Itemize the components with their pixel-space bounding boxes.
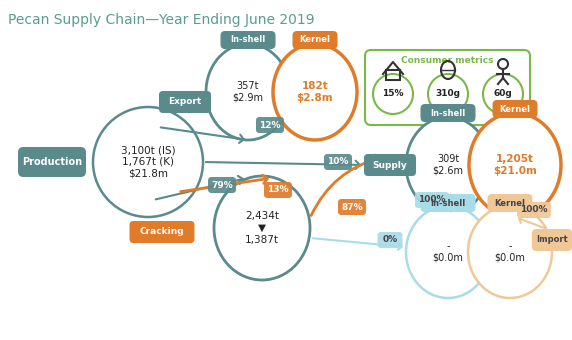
Text: 3,100t (IS)
1,767t (K)
$21.8m: 3,100t (IS) 1,767t (K) $21.8m [121,146,175,179]
FancyBboxPatch shape [420,194,475,212]
Text: 79%: 79% [211,181,233,189]
Text: 1,205t
$21.0m: 1,205t $21.0m [493,154,537,176]
FancyBboxPatch shape [338,199,366,215]
Text: Production: Production [22,157,82,167]
Text: 182t
$2.8m: 182t $2.8m [297,81,333,103]
FancyBboxPatch shape [129,221,194,243]
FancyBboxPatch shape [415,192,449,208]
Circle shape [373,74,413,114]
Ellipse shape [93,107,203,217]
Ellipse shape [469,113,561,217]
FancyBboxPatch shape [487,194,533,212]
Text: Cracking: Cracking [140,227,184,237]
Circle shape [428,74,468,114]
Text: 100%: 100% [418,195,446,204]
Text: Supply: Supply [372,160,407,170]
Text: -
$0.0m: - $0.0m [495,241,526,263]
FancyBboxPatch shape [292,31,337,49]
FancyBboxPatch shape [208,177,236,193]
Text: 13%: 13% [267,186,289,194]
Text: 60g: 60g [494,89,513,99]
FancyBboxPatch shape [324,154,352,170]
Text: In-shell: In-shell [231,35,265,45]
FancyBboxPatch shape [159,91,211,113]
Ellipse shape [214,176,310,280]
Text: Export: Export [168,98,201,106]
Text: 87%: 87% [341,203,363,211]
Text: In-shell: In-shell [430,199,466,207]
Text: 310g: 310g [435,89,460,99]
Ellipse shape [273,44,357,140]
Text: Pecan Supply Chain—Year Ending June 2019: Pecan Supply Chain—Year Ending June 2019 [8,13,315,27]
Text: 357t
$2.9m: 357t $2.9m [232,81,264,103]
FancyBboxPatch shape [220,31,276,49]
Ellipse shape [406,206,490,298]
FancyBboxPatch shape [378,232,403,248]
Ellipse shape [406,117,490,213]
Circle shape [483,74,523,114]
Text: 15%: 15% [382,89,404,99]
Text: 2,434t
▼
1,387t: 2,434t ▼ 1,387t [245,211,279,244]
FancyBboxPatch shape [365,50,530,125]
Text: Kernel: Kernel [300,35,331,45]
FancyBboxPatch shape [256,117,284,133]
FancyBboxPatch shape [264,182,292,198]
Text: In-shell: In-shell [430,108,466,118]
Ellipse shape [468,206,552,298]
Text: Kernel: Kernel [495,199,526,207]
Text: 0%: 0% [383,236,398,244]
Ellipse shape [206,44,290,140]
FancyBboxPatch shape [18,147,86,177]
Text: Kernel: Kernel [499,104,530,114]
Text: 309t
$2.6m: 309t $2.6m [432,154,463,176]
Text: 10%: 10% [327,157,349,167]
FancyBboxPatch shape [420,104,475,122]
FancyBboxPatch shape [492,100,538,118]
FancyBboxPatch shape [517,202,551,218]
FancyBboxPatch shape [364,154,416,176]
Text: 12%: 12% [259,120,281,130]
Text: Import: Import [536,236,568,244]
Text: Consumer metrics: Consumer metrics [401,56,494,65]
FancyBboxPatch shape [532,229,572,251]
Text: 100%: 100% [521,205,548,215]
Text: -
$0.0m: - $0.0m [432,241,463,263]
